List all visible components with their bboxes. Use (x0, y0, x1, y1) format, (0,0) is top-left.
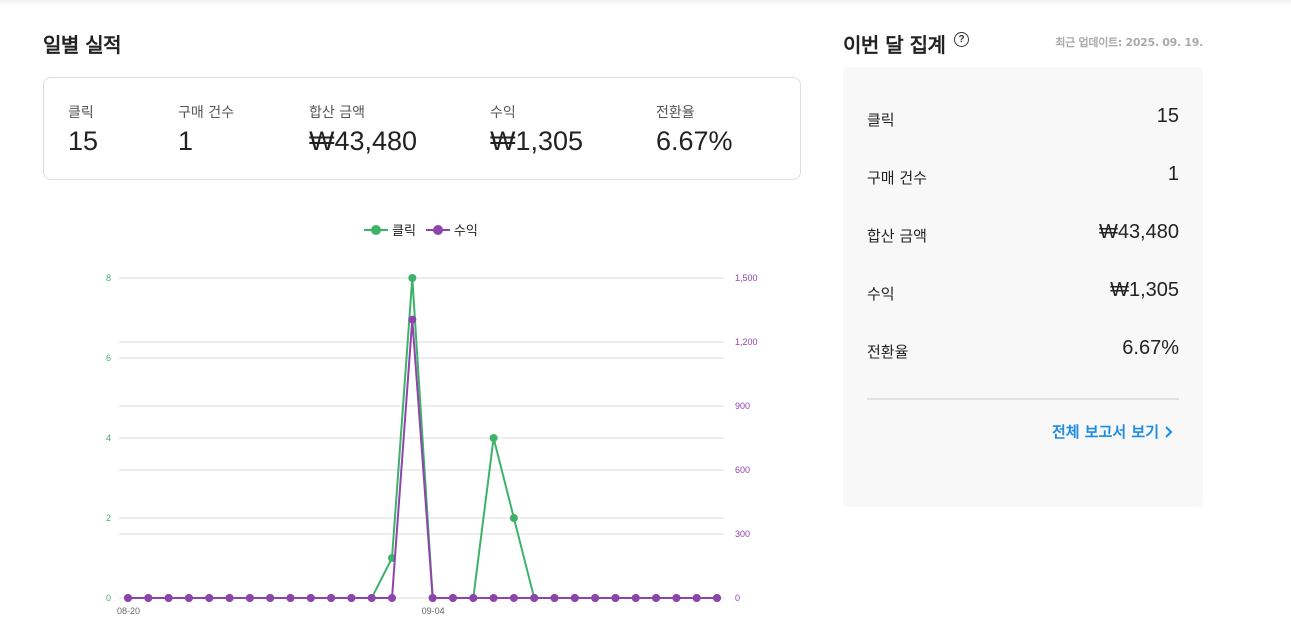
chart-legend: 클릭 수익 (364, 220, 488, 239)
kpi-label: 클릭 (68, 105, 94, 121)
y-right-tick-label: 300 (735, 529, 750, 539)
view-full-report-link[interactable]: 전체 보고서 보기 (1052, 421, 1173, 442)
data-point (509, 594, 518, 602)
series-line (128, 319, 717, 599)
data-point (225, 594, 234, 602)
y-left-tick-label: 4 (106, 433, 111, 443)
data-point (631, 594, 640, 602)
data-point (408, 274, 417, 282)
y-right-tick-label: 900 (735, 401, 750, 411)
summary-value: 6.67% (1122, 337, 1179, 359)
kpi-clicks: 클릭 15 (68, 102, 98, 157)
y-right-tick-label: 600 (735, 465, 750, 475)
daily-line-chart: 0 2 4 6 8 0 300 600 900 1,200 1,500 08-20 09-04 (106, 273, 758, 616)
data-point (306, 594, 315, 602)
data-point (144, 594, 153, 602)
last-updated: 최근 업데이트: 2025. 09. 19. (1055, 36, 1203, 49)
y-left-tick-label: 0 (106, 593, 111, 603)
summary-row-clicks: 클릭 15 (867, 105, 1179, 133)
summary-divider (867, 398, 1179, 400)
help-circle-icon[interactable]: ? (954, 32, 969, 47)
chevron-right-icon (1165, 425, 1173, 438)
kpi-label: 합산 금액 (309, 105, 365, 121)
data-point (205, 594, 214, 602)
data-point (692, 594, 701, 602)
data-point (672, 594, 681, 602)
summary-value: ₩43,480 (1098, 221, 1179, 243)
data-point (591, 594, 600, 602)
summary-label: 전환율 (867, 343, 909, 361)
kpi-conversion: 전환율 6.67% (656, 102, 733, 157)
data-point (286, 594, 295, 602)
data-point (327, 594, 336, 602)
kpi-label: 수익 (490, 105, 516, 121)
summary-label: 클릭 (867, 111, 895, 129)
data-point (448, 594, 457, 602)
summary-value: 15 (1156, 105, 1179, 127)
legend-clicks-marker-icon (364, 224, 388, 235)
kpi-value: 6.67% (656, 126, 733, 156)
summary-row-revenue: 수익 ₩1,305 (867, 279, 1179, 307)
kpi-value: 1 (178, 126, 194, 156)
summary-label: 구매 건수 (867, 169, 927, 187)
summary-row-conversion: 전환율 6.67% (867, 337, 1179, 365)
data-point (611, 594, 620, 602)
data-point (550, 594, 559, 602)
x-tick-label: 08-20 (117, 606, 140, 616)
data-point (469, 594, 478, 602)
y-right-tick-label: 0 (735, 593, 740, 603)
summary-label: 수익 (867, 285, 895, 303)
kpi-total-amount: 합산 금액 ₩43,480 (309, 102, 417, 157)
data-point (245, 594, 254, 602)
data-point (164, 594, 173, 602)
legend-revenue-marker-icon (425, 224, 450, 235)
data-point (184, 594, 193, 602)
kpi-value: ₩1,305 (490, 126, 584, 156)
kpi-label: 전환율 (656, 105, 695, 121)
data-point (367, 594, 376, 602)
data-point (530, 594, 539, 602)
data-point (489, 434, 498, 442)
data-point (408, 315, 417, 324)
data-point (509, 514, 518, 522)
kpi-value: 15 (68, 126, 99, 156)
monthly-summary-panel: 클릭 15 구매 건수 1 합산 금액 ₩43,480 수익 ₩1,305 전환… (843, 67, 1203, 507)
data-point (489, 594, 498, 602)
kpi-revenue: 수익 ₩1,305 (490, 102, 583, 157)
kpi-label: 구매 건수 (178, 105, 234, 121)
monthly-title: 이번 달 집계 (843, 33, 946, 57)
y-right-tick-label: 1,500 (735, 273, 758, 283)
y-right-tick-label: 1,200 (735, 337, 758, 347)
kpi-value: ₩43,480 (309, 126, 418, 156)
y-left-tick-label: 6 (106, 353, 111, 363)
legend-label: 클릭 (392, 224, 416, 239)
x-tick-label: 09-04 (422, 606, 445, 616)
data-point (652, 594, 661, 602)
data-point (347, 594, 356, 602)
legend-item-clicks[interactable]: 클릭 (364, 220, 416, 239)
legend-item-revenue[interactable]: 수익 (425, 220, 478, 239)
top-shadow (0, 0, 1291, 6)
data-point (388, 594, 397, 602)
summary-value: 1 (1167, 163, 1179, 185)
summary-row-purchases: 구매 건수 1 (867, 163, 1179, 191)
data-point (570, 594, 579, 602)
kpi-purchases: 구매 건수 1 (178, 102, 234, 157)
daily-title: 일별 실적 (43, 33, 122, 57)
summary-value: ₩1,305 (1110, 279, 1179, 301)
data-point (124, 594, 132, 602)
report-link-label: 전체 보고서 보기 (1051, 423, 1159, 441)
legend-label: 수익 (453, 224, 478, 239)
data-point (428, 594, 437, 602)
summary-row-total-amount: 합산 금액 ₩43,480 (867, 221, 1179, 249)
summary-label: 합산 금액 (867, 227, 927, 245)
data-point (266, 594, 275, 602)
y-left-tick-label: 8 (106, 273, 111, 283)
y-left-tick-label: 2 (106, 513, 111, 523)
kpi-card: 클릭 15 구매 건수 1 합산 금액 ₩43,480 수익 ₩1,305 전환… (43, 77, 801, 180)
data-point (713, 594, 721, 602)
